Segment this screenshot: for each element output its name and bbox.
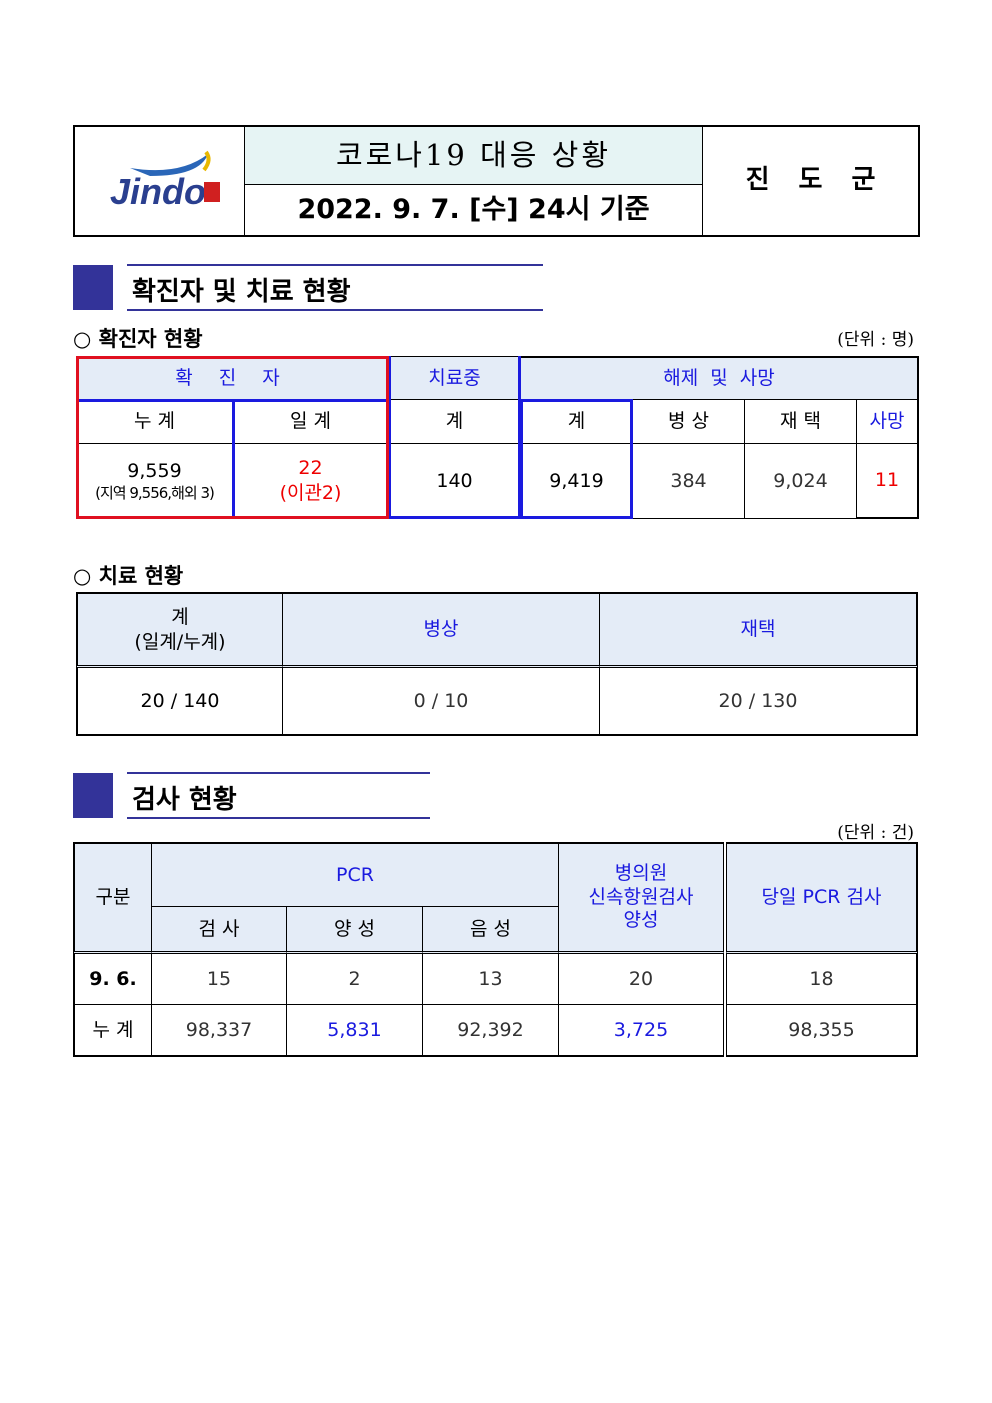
table-cell: 15 — [151, 953, 287, 1005]
header-total-note: (일계/누계) — [134, 630, 226, 653]
subheader-released-total: 계 — [520, 399, 633, 444]
header-treating: 치료중 — [388, 356, 521, 400]
report-title: 코로나19 대응 상황 — [244, 125, 703, 185]
header-total: 계 (일계/누계) — [76, 592, 283, 668]
divider — [127, 817, 430, 819]
header-today-pcr: 당일 PCR 검사 — [726, 842, 918, 954]
table-cell: 98,337 — [151, 1004, 287, 1057]
value-cumulative: 9,559 (지역 9,556,해외 3) — [76, 443, 233, 519]
subheader-treating-total: 계 — [388, 399, 521, 444]
subheader-cumulative: 누 계 — [76, 399, 233, 444]
subheader-daily: 일 계 — [232, 399, 389, 444]
rapid-line2: 신속항원검사 — [588, 885, 694, 908]
value-home: 20 / 130 — [599, 667, 918, 736]
header-total-label: 계 — [171, 605, 189, 628]
section-title: 확진자 및 치료 현황 — [132, 277, 351, 307]
divider — [127, 309, 543, 311]
report-date: 2022. 9. 7. [수] 24시 기준 — [244, 184, 703, 237]
value-released-total: 9,419 — [520, 443, 633, 519]
daily-note: (이관2) — [279, 482, 342, 504]
section-marker — [73, 265, 113, 310]
logo-cell: Jindo — [73, 125, 245, 237]
subsection-title: ○ 확진자 현황 — [73, 327, 203, 351]
subheader-hospital: 병 상 — [632, 399, 745, 444]
value-home: 9,024 — [744, 443, 857, 519]
rapid-line1: 병의원 — [614, 861, 668, 884]
divider — [127, 772, 430, 774]
table-cell: 5,831 — [286, 1004, 423, 1057]
unit-label: (단위 : 명) — [837, 330, 914, 350]
table-cell: 13 — [422, 953, 559, 1005]
subheader-death: 사망 — [856, 399, 919, 444]
header-pcr-positive: 양 성 — [286, 906, 423, 954]
value-treating: 140 — [388, 443, 521, 519]
cumulative-note: (지역 9,556,해외 3) — [95, 483, 215, 502]
section-title: 검사 현황 — [132, 785, 237, 815]
daily-count: 22 — [298, 457, 323, 480]
jindo-logo: Jindo — [110, 150, 220, 212]
section-marker — [73, 773, 113, 818]
table-cell: 2 — [286, 953, 423, 1005]
table-cell: 98,355 — [726, 1004, 918, 1057]
row-label: 누 계 — [73, 1004, 152, 1057]
svg-text:Jindo: Jindo — [110, 171, 206, 212]
cumulative-count: 9,559 — [127, 459, 182, 482]
header-pcr-negative: 음 성 — [422, 906, 559, 954]
organization: 진 도 군 — [702, 125, 920, 237]
value-total: 20 / 140 — [76, 667, 283, 736]
value-death: 11 — [856, 443, 919, 519]
table-cell: 3,725 — [558, 1004, 724, 1057]
subsection-title: ○ 치료 현황 — [73, 564, 184, 588]
unit-label: (단위 : 건) — [837, 823, 914, 843]
header-home: 재택 — [599, 592, 918, 668]
row-label: 9. 6. — [73, 953, 152, 1005]
subheader-home: 재 택 — [744, 399, 857, 444]
value-daily: 22 (이관2) — [232, 443, 389, 519]
rapid-line3: 양성 — [623, 909, 659, 932]
divider — [127, 264, 543, 266]
value-hospital: 384 — [632, 443, 745, 519]
header-released: 해제 및 사망 — [520, 356, 919, 400]
header-rapid-antigen: 병의원 신속항원검사 양성 — [558, 842, 724, 954]
header-category: 구분 — [73, 842, 152, 954]
table-cell: 18 — [726, 953, 918, 1005]
table-cell: 20 — [558, 953, 724, 1005]
header-hospital: 병상 — [282, 592, 600, 668]
header-pcr-test: 검 사 — [151, 906, 287, 954]
table-cell: 92,392 — [422, 1004, 559, 1057]
header-pcr: PCR — [151, 842, 559, 907]
header-confirmed: 확 진 자 — [76, 356, 389, 400]
value-hospital: 0 / 10 — [282, 667, 600, 736]
